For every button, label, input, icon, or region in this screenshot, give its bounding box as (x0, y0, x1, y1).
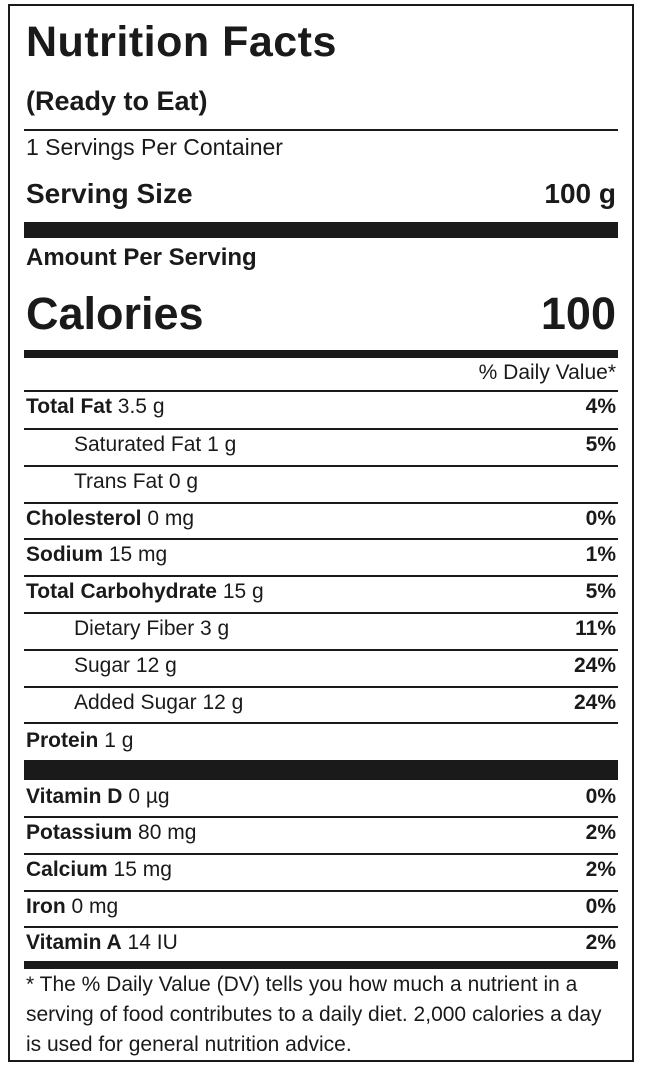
nutrient-dv: 24% (573, 691, 616, 714)
vitamin-amount: 14 IU (127, 931, 178, 954)
vitamin-amount: 80 mg (138, 821, 197, 844)
nutrient-dv: 1% (585, 543, 616, 566)
vitamin-amount: 0 µg (128, 785, 170, 808)
vitamin-row-vitamin-d: Vitamin D 0 µg 0% (26, 782, 616, 812)
daily-value-header: % Daily Value* (478, 361, 616, 384)
divider (24, 465, 618, 467)
nutrient-name: Protein (26, 729, 99, 752)
nutrient-amount: 1 g (104, 729, 134, 752)
divider (24, 502, 618, 504)
divider (24, 890, 618, 892)
vitamin-name: Iron (26, 895, 66, 918)
nutrient-name: Added Sugar (74, 691, 197, 714)
divider (24, 816, 618, 818)
medium-divider (24, 961, 618, 969)
divider (24, 649, 618, 651)
divider (24, 575, 618, 577)
nutrient-amount: 0 g (168, 470, 199, 493)
vitamin-dv: 2% (585, 821, 616, 844)
calories-value: 100 (540, 288, 616, 339)
nutrient-name: Trans Fat (74, 470, 164, 493)
vitamin-dv: 0% (585, 895, 616, 918)
medium-divider (24, 350, 618, 358)
divider (24, 926, 618, 928)
nutrient-name: Sodium (26, 543, 103, 566)
vitamin-dv: 2% (585, 858, 616, 881)
vitamin-dv: 0% (585, 785, 616, 808)
calories-row: Calories 100 (26, 288, 616, 340)
nutrient-name: Cholesterol (26, 507, 142, 530)
label-subtitle: (Ready to Eat) (26, 86, 208, 116)
nutrient-name: Saturated Fat (74, 433, 202, 456)
vitamin-row-iron: Iron 0 mg 0% (26, 892, 616, 922)
nutrient-dv: 5% (585, 433, 616, 456)
divider (24, 686, 618, 688)
nutrient-row-trans-fat: Trans Fat 0 g (74, 467, 616, 497)
nutrient-name: Total Carbohydrate (26, 580, 217, 603)
nutrient-name: Total Fat (26, 395, 112, 418)
serving-size-label: Serving Size (26, 178, 193, 209)
nutrient-amount: 0 mg (147, 507, 195, 530)
vitamin-row-potassium: Potassium 80 mg 2% (26, 818, 616, 848)
nutrient-dv: 5% (585, 580, 616, 603)
nutrient-row-saturated-fat: Saturated Fat 1 g 5% (74, 430, 616, 460)
nutrient-row-protein: Protein 1 g (26, 726, 616, 756)
nutrient-amount: 12 g (135, 654, 177, 677)
divider (24, 129, 618, 131)
vitamin-name: Calcium (26, 858, 108, 881)
thick-divider (24, 760, 618, 780)
vitamin-name: Potassium (26, 821, 133, 844)
divider (24, 428, 618, 430)
label-title: Nutrition Facts (26, 18, 337, 66)
nutrient-row-cholesterol: Cholesterol 0 mg 0% (26, 504, 616, 534)
vitamin-row-vitamin-a: Vitamin A 14 IU 2% (26, 928, 616, 958)
nutrient-amount: 3.5 g (117, 395, 165, 418)
nutrient-dv: 24% (573, 654, 616, 677)
divider (24, 612, 618, 614)
vitamin-dv: 2% (585, 931, 616, 954)
vitamin-name: Vitamin A (26, 931, 122, 954)
nutrient-amount: 15 g (222, 580, 264, 603)
nutrient-amount: 1 g (207, 433, 237, 456)
divider (24, 390, 618, 392)
divider (24, 538, 618, 540)
serving-size-row: Serving Size 100 g (26, 178, 616, 210)
nutrient-row-sugar: Sugar 12 g 24% (74, 651, 616, 681)
nutrient-row-total-fat: Total Fat 3.5 g 4% (26, 392, 616, 422)
nutrient-row-dietary-fiber: Dietary Fiber 3 g 11% (74, 614, 616, 644)
nutrient-row-sodium: Sodium 15 mg 1% (26, 540, 616, 570)
vitamin-name: Vitamin D (26, 785, 123, 808)
nutrient-name: Sugar (74, 654, 131, 677)
vitamin-row-calcium: Calcium 15 mg 2% (26, 855, 616, 885)
vitamin-amount: 0 mg (71, 895, 119, 918)
daily-value-footnote: * The % Daily Value (DV) tells you how m… (26, 973, 602, 1056)
nutrition-label-inner: Nutrition Facts (Ready to Eat) 1 Serving… (24, 6, 618, 1060)
nutrient-name: Dietary Fiber (74, 617, 195, 640)
nutrient-row-total-carbohydrate: Total Carbohydrate 15 g 5% (26, 577, 616, 607)
divider (24, 722, 618, 724)
divider (24, 853, 618, 855)
nutrition-label: Nutrition Facts (Ready to Eat) 1 Serving… (8, 4, 634, 1062)
nutrient-dv: 4% (585, 395, 616, 418)
amount-per-serving: Amount Per Serving (26, 244, 257, 271)
nutrient-dv: 0% (585, 507, 616, 530)
vitamin-amount: 15 mg (113, 858, 172, 881)
calories-label: Calories (26, 288, 204, 339)
serving-size-value: 100 g (544, 178, 616, 209)
nutrient-dv: 11% (575, 617, 616, 640)
nutrient-amount: 3 g (200, 617, 230, 640)
servings-per-container: 1 Servings Per Container (26, 134, 283, 160)
nutrient-amount: 15 mg (108, 543, 168, 566)
nutrient-row-added-sugar: Added Sugar 12 g 24% (74, 688, 616, 718)
thick-divider (24, 222, 618, 238)
nutrient-amount: 12 g (202, 691, 244, 714)
